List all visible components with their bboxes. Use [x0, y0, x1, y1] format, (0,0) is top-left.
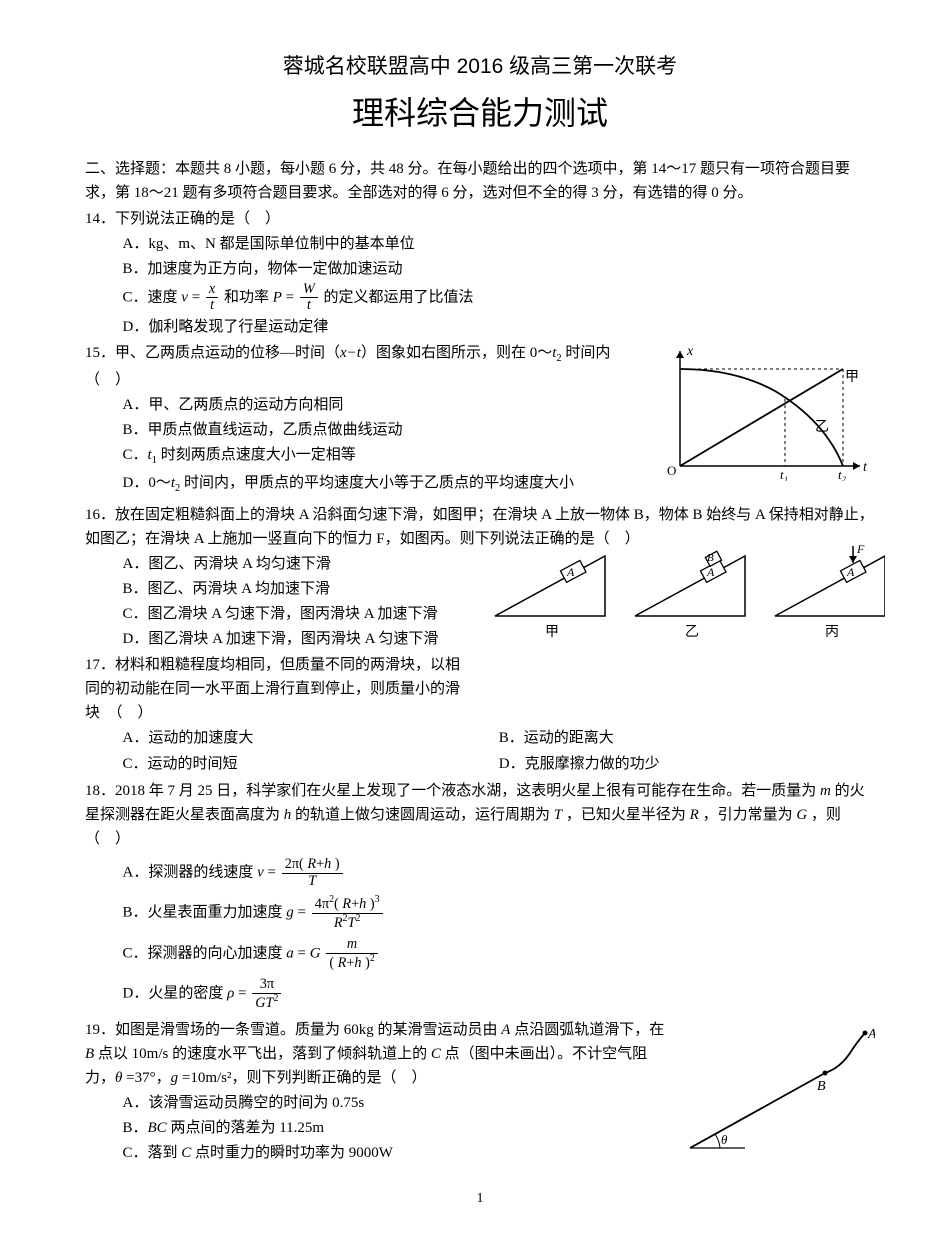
q15-figure: x t O t₁ t₂ 甲 乙	[655, 341, 875, 481]
q19-label-B: B	[817, 1079, 826, 1094]
q14-option-A: A．kg、m、N 都是国际单位制中的基本单位	[123, 232, 876, 256]
q16-label-A2: A	[706, 565, 715, 579]
q15-option-C: C．t1 时刻两质点速度大小一定相等	[123, 443, 646, 470]
q17-option-B: B．运动的距离大	[499, 726, 875, 750]
question-16: 16．放在固定粗糙斜面上的滑块 A 沿斜面匀速下滑，如图甲；在滑块 A 上放一物…	[85, 503, 875, 651]
axis-x-label: x	[686, 344, 694, 359]
q16-option-B: B．图乙、丙滑块 A 均加速下滑	[123, 577, 466, 601]
q16-option-A: A．图乙、丙滑块 A 均匀速下滑	[123, 552, 466, 576]
q14-option-B: B．加速度为正方向，物体一定做加速运动	[123, 257, 876, 281]
q18-option-B: B．火星表面重力加速度 g = 4π2( R+h )3R2T2	[123, 895, 876, 931]
q18-option-C: C．探测器的向心加速度 a = G m( R+h )2	[123, 937, 876, 971]
origin-label: O	[667, 463, 676, 478]
question-14: 14．下列说法正确的是（ ） A．kg、m、N 都是国际单位制中的基本单位 B．…	[85, 207, 875, 339]
q16-label-A1: A	[566, 565, 575, 579]
q14-option-C: C．速度 v = xt 和功率 P = Wt 的定义都运用了比值法	[123, 282, 876, 314]
q18-option-D: D．火星的密度 ρ = 3πGT2	[123, 977, 876, 1011]
q19-label-A: A	[867, 1027, 875, 1042]
question-15: x t O t₁ t₂ 甲 乙 15．甲、乙两质点运动的位移—时间（x−t）图象…	[85, 341, 875, 501]
q16-label-F: F	[856, 542, 865, 556]
tick-t2: t₂	[838, 467, 847, 481]
exam-title: 理科综合能力测试	[85, 88, 875, 139]
q16-label-B: B	[707, 552, 714, 564]
q15-option-A: A．甲、乙两质点的运动方向相同	[123, 393, 646, 417]
q17-option-C: C．运动的时间短	[123, 752, 499, 776]
q16-option-D: D．图乙滑块 A 加速下滑，图丙滑块 A 匀速下滑	[123, 627, 466, 651]
q16-option-C: C．图乙滑块 A 匀速下滑，图丙滑块 A 加速下滑	[123, 602, 466, 626]
label-jia: 甲	[845, 370, 859, 385]
q14-stem: 14．下列说法正确的是（ ）	[85, 207, 875, 231]
page-number: 1	[85, 1188, 875, 1210]
q16-label-jia: 甲	[545, 625, 559, 640]
q18-stem: 18．2018 年 7 月 25 日，科学家们在火星上发现了一个液态水湖，这表明…	[85, 779, 875, 851]
q19-figure: θ A B	[675, 1018, 875, 1168]
q17-stem: 17．材料和粗糙程度均相同，但质量不同的两滑块，以相同的初动能在同一水平面上滑行…	[85, 653, 875, 725]
q16-label-bing: 丙	[825, 625, 839, 640]
q19-theta: θ	[721, 1132, 728, 1147]
exam-header-small: 蓉城名校联盟高中 2016 级高三第一次联考	[85, 50, 875, 84]
q14-option-D: D．伽利略发现了行星运动定律	[123, 315, 876, 339]
label-yi: 乙	[815, 419, 829, 435]
q16-figure: A 甲 A B 乙 A	[485, 541, 885, 641]
q15-option-B: B．甲质点做直线运动，乙质点做曲线运动	[123, 418, 646, 442]
question-17: 17．材料和粗糙程度均相同，但质量不同的两滑块，以相同的初动能在同一水平面上滑行…	[85, 653, 875, 777]
q16-label-yi: 乙	[685, 624, 699, 640]
q15-option-D: D．0～t2 时间内，甲质点的平均速度大小等于乙质点的平均速度大小	[123, 471, 646, 498]
section-2-instructions: 二、选择题：本题共 8 小题，每小题 6 分，共 48 分。在每小题给出的四个选…	[85, 157, 875, 205]
q17-option-D: D．克服摩擦力做的功少	[499, 752, 875, 776]
axis-t-label: t	[863, 460, 868, 475]
q16-label-A3: A	[846, 565, 855, 579]
q17-option-A: A．运动的加速度大	[123, 726, 499, 750]
question-19: θ A B 19．如图是滑雪场的一条雪道。质量为 60kg 的某滑雪运动员由 A…	[85, 1018, 875, 1168]
tick-t1: t₁	[780, 467, 788, 481]
question-18: 18．2018 年 7 月 25 日，科学家们在火星上发现了一个液态水湖，这表明…	[85, 779, 875, 1011]
q18-option-A: A．探测器的线速度 v = 2π( R+h )T	[123, 857, 876, 889]
